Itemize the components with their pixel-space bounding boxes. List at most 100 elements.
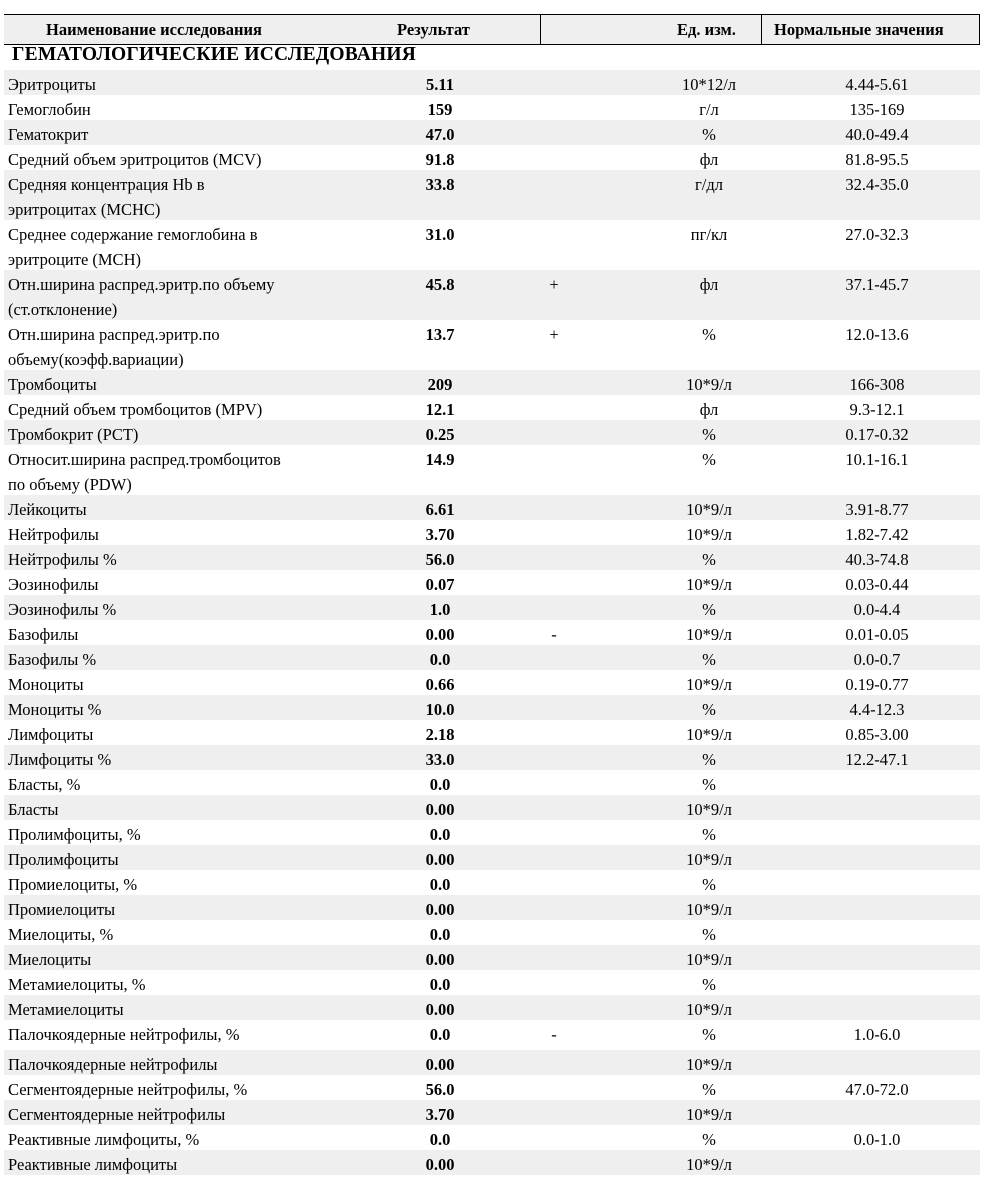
test-result: 209 — [427, 375, 453, 394]
test-name-line: Миелоциты, % — [8, 925, 114, 944]
test-result: 12.1 — [425, 400, 455, 419]
test-name: Промиелоциты, % — [8, 872, 137, 897]
header-norm: Нормальные значения — [774, 20, 944, 39]
test-name-line: Базофилы — [8, 625, 79, 644]
test-name-line: эритроцитах (MCHC) — [8, 200, 161, 219]
reference-range: 4.44-5.61 — [845, 75, 909, 94]
test-result: 0.0 — [429, 775, 451, 794]
test-name-line: Пролимфоциты, % — [8, 825, 141, 844]
table-row: Отн.ширина распред.эритр.по объему(коэфф.… — [4, 320, 980, 370]
header-result: Результат — [397, 20, 470, 39]
reference-range: 37.1-45.7 — [845, 275, 909, 294]
test-name: Нейтрофилы — [8, 522, 99, 547]
test-name-line: Палочкоядерные нейтрофилы — [8, 1055, 218, 1074]
test-name: Отн.ширина распред.эритр.по объему (ст.от… — [8, 272, 275, 322]
test-name: Промиелоциты — [8, 897, 115, 922]
test-result: 0.25 — [425, 425, 455, 444]
header-divider — [761, 15, 762, 44]
test-unit: % — [702, 550, 716, 569]
header-name: Наименование исследования — [46, 20, 262, 39]
test-name: Бласты — [8, 797, 58, 822]
test-name-line: Лимфоциты — [8, 725, 94, 744]
reference-range: 1.82-7.42 — [845, 525, 909, 544]
test-unit: 10*9/л — [686, 525, 732, 544]
header-divider — [540, 15, 541, 44]
test-result: 0.0 — [429, 875, 451, 894]
test-name: Моноциты — [8, 672, 84, 697]
reference-range: 47.0-72.0 — [845, 1080, 909, 1099]
test-name: Гематокрит — [8, 122, 88, 147]
test-name: Средний объем тромбоцитов (MPV) — [8, 397, 262, 422]
test-name: Базофилы — [8, 622, 78, 647]
test-result: 0.66 — [425, 675, 455, 694]
test-unit: 10*9/л — [686, 675, 732, 694]
test-unit: 10*9/л — [686, 900, 732, 919]
test-name: Миелоциты, % — [8, 922, 113, 947]
header-unit: Ед. изм. — [677, 20, 736, 39]
table-row: Реактивные лимфоциты 0.00 10*9/л — [4, 1150, 980, 1175]
result-flag: - — [551, 1025, 557, 1044]
test-name: Реактивные лимфоциты — [8, 1152, 177, 1177]
test-name-line: Эозинофилы — [8, 575, 99, 594]
test-name-line: Среднее содержание гемоглобина в — [8, 225, 258, 244]
table-row: Промиелоциты, % 0.0% — [4, 870, 980, 895]
test-result: 0.0 — [429, 650, 451, 669]
test-name: Сегментоядерные нейтрофилы, % — [8, 1077, 247, 1102]
table-row: Эозинофилы 0.07 10*9/л 0.03-0.44 — [4, 570, 980, 595]
test-result: 31.0 — [425, 225, 455, 244]
test-name-line: Средняя концентрация Hb в — [8, 175, 205, 194]
test-unit: % — [702, 600, 716, 619]
test-name-line: Пролимфоциты — [8, 850, 119, 869]
test-name-line: Базофилы % — [8, 650, 97, 669]
result-flag: - — [551, 625, 557, 644]
test-unit: фл — [699, 400, 719, 419]
test-result: 91.8 — [425, 150, 455, 169]
test-name-line: Сегментоядерные нейтрофилы — [8, 1105, 226, 1124]
test-name: Палочкоядерные нейтрофилы — [8, 1052, 218, 1077]
table-row: Промиелоциты 0.00 10*9/л — [4, 895, 980, 920]
test-result: 45.8 — [425, 275, 455, 294]
test-name: Бласты, % — [8, 772, 80, 797]
test-unit: % — [702, 325, 716, 344]
reference-range: 166-308 — [849, 375, 905, 394]
test-name-line: Эозинофилы % — [8, 600, 117, 619]
table-row: Тромбокрит (PCT) 0.25% 0.17-0.32 — [4, 420, 980, 445]
test-name-line: Метамиелоциты, % — [8, 975, 146, 994]
test-unit: % — [702, 825, 716, 844]
table-row: Гемоглобин 159 г/л 135-169 — [4, 95, 980, 120]
test-result: 47.0 — [425, 125, 455, 144]
table-row: Средний объем эритроцитов (MCV) 91.8 фл 81.… — [4, 145, 980, 170]
table-row: Реактивные лимфоциты, % 0.0% 0.0-1.0 — [4, 1125, 980, 1150]
test-result: 14.9 — [425, 450, 455, 469]
test-unit: % — [702, 650, 716, 669]
reference-range: 40.0-49.4 — [845, 125, 909, 144]
reference-range: 0.0-4.4 — [853, 600, 901, 619]
test-unit: % — [702, 425, 716, 444]
table-row: Моноциты % 10.0% 4.4-12.3 — [4, 695, 980, 720]
test-name-line: Отн.ширина распред.эритр.по — [8, 325, 220, 344]
test-name-line: Лейкоциты — [8, 500, 87, 519]
test-name-line: Моноциты % — [8, 700, 102, 719]
test-unit: 10*12/л — [681, 75, 737, 94]
test-name-line: Средний объем тромбоцитов (MPV) — [8, 400, 263, 419]
test-name-line: эритроците (MCH) — [8, 250, 141, 269]
table-row: Базофилы % 0.0% 0.0-0.7 — [4, 645, 980, 670]
test-result: 0.00 — [425, 625, 455, 644]
test-unit: % — [702, 125, 716, 144]
reference-range: 9.3-12.1 — [849, 400, 905, 419]
test-result: 6.61 — [425, 500, 455, 519]
reference-range: 3.91-8.77 — [845, 500, 909, 519]
test-result: 10.0 — [425, 700, 455, 719]
test-name: Эритроциты — [8, 72, 96, 97]
test-result: 0.00 — [425, 1155, 455, 1174]
reference-range: 0.03-0.44 — [845, 575, 909, 594]
reference-range: 4.4-12.3 — [849, 700, 905, 719]
test-name-line: Метамиелоциты — [8, 1000, 124, 1019]
test-name-line: Промиелоциты — [8, 900, 116, 919]
test-result: 5.11 — [426, 75, 454, 94]
table-row: Гематокрит 47.0% 40.0-49.4 — [4, 120, 980, 145]
table-row: Относит.ширина распред.тромбоцитов по объ… — [4, 445, 980, 495]
table-row: Палочкоядерные нейтрофилы 0.00 10*9/л — [4, 1050, 980, 1075]
table-header: Наименование исследования Результат Ед. … — [4, 14, 980, 45]
